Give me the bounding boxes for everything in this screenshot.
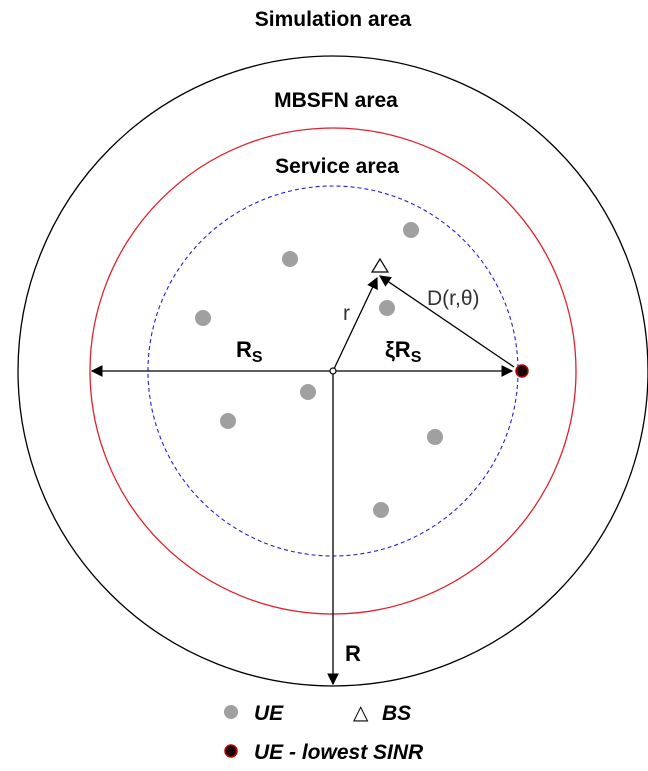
distance-label: D(r,θ) — [427, 287, 480, 310]
center-point — [329, 367, 337, 375]
ue-dot — [282, 251, 298, 267]
rs-label-main: R — [236, 337, 252, 362]
rs-label: RS — [236, 337, 263, 366]
ue-dot — [427, 429, 443, 445]
ue-dot — [379, 300, 395, 316]
r-small-arrow — [332, 276, 378, 372]
service-area-title: Service area — [275, 155, 399, 178]
simulation-area-title: Simulation area — [255, 8, 412, 31]
ue-dot — [195, 310, 211, 326]
legend-bs-label: BS — [382, 702, 411, 725]
simulation-area-circle — [17, 55, 648, 687]
legend: UE △ BS UE - lowest SINR — [224, 702, 424, 764]
legend-ue-label: UE — [254, 702, 284, 725]
xi-rs-label-sub: S — [411, 349, 422, 366]
ue-dot — [373, 502, 389, 518]
legend-ue-lowest-label: UE - lowest SINR — [254, 741, 424, 764]
mbsfn-area-title: MBSFN area — [274, 89, 398, 112]
ue-dot — [220, 413, 236, 429]
distance-arrow — [379, 275, 515, 368]
ue-dot — [300, 384, 316, 400]
xi-rs-label: ξRS — [385, 337, 422, 366]
ue-dot — [403, 222, 419, 238]
legend-ue-icon — [224, 705, 238, 719]
ue-dots — [195, 222, 443, 518]
xi-rs-label-main: ξR — [385, 337, 411, 362]
r-big-label: R — [345, 641, 361, 666]
ue-lowest-sinr-dot — [515, 364, 529, 378]
legend-ue-lowest-icon — [224, 744, 238, 758]
r-small-label: r — [343, 302, 350, 325]
bs-triangle — [370, 257, 390, 273]
rs-label-sub: S — [252, 349, 263, 366]
legend-bs-icon: △ — [353, 702, 369, 724]
